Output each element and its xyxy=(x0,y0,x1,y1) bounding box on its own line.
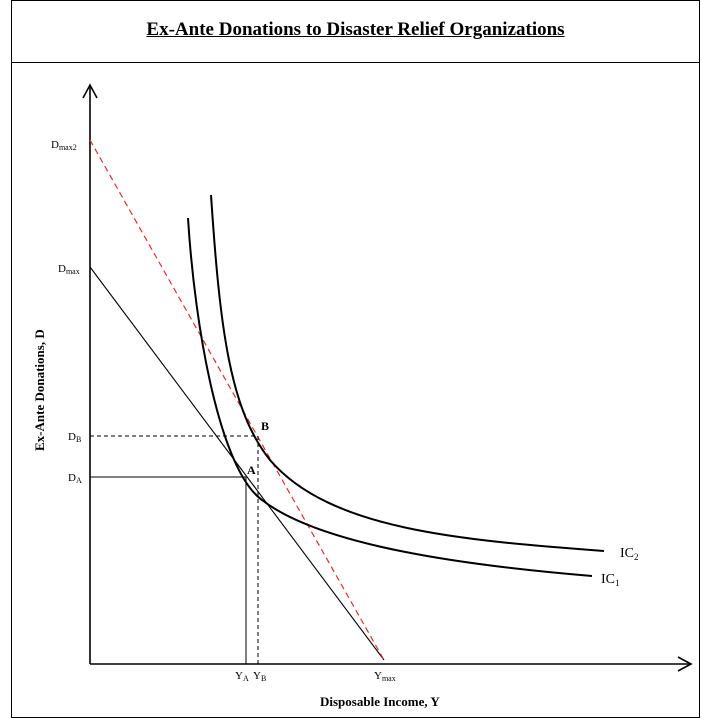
tick-label-db: DB xyxy=(68,431,81,444)
point-label-b: B xyxy=(261,419,269,433)
budget-line-shifted xyxy=(89,139,385,661)
tick-label-dmax2: Dmax2 xyxy=(51,139,77,152)
tick-label-ymax: Ymax xyxy=(374,670,396,683)
curve-label-ic2: IC2 xyxy=(620,546,639,562)
budget-line-original xyxy=(89,266,385,661)
indifference-curve-ic2 xyxy=(210,194,605,552)
tick-label-yb: YB xyxy=(253,670,266,683)
y-axis-arrow xyxy=(82,83,98,99)
title-bar: Ex-Ante Donations to Disaster Relief Org… xyxy=(12,1,699,63)
tick-label-ya: YA xyxy=(235,670,249,683)
tick-label-dmax: Dmax xyxy=(58,263,80,276)
curve-label-ic1: IC1 xyxy=(601,572,620,588)
figure-frame: Ex-Ante Donations to Disaster Relief Org… xyxy=(11,0,700,718)
figure-title: Ex-Ante Donations to Disaster Relief Org… xyxy=(146,19,565,40)
point-label-a: A xyxy=(247,463,256,477)
tick-label-da: DA xyxy=(68,472,82,485)
x-axis-title: Disposable Income, Y xyxy=(320,694,440,709)
y-axis-title: Ex-Ante Donations, D xyxy=(32,329,47,451)
indifference-curve-ic1 xyxy=(187,217,593,577)
x-axis-arrow xyxy=(677,656,693,672)
